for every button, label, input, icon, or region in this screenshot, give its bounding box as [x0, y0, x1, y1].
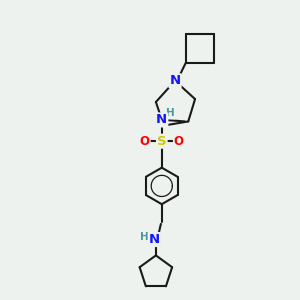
- Text: O: O: [174, 135, 184, 148]
- Text: H: H: [166, 109, 174, 118]
- Text: O: O: [140, 135, 150, 148]
- Text: N: N: [169, 74, 181, 87]
- Text: N: N: [156, 113, 167, 127]
- Text: H: H: [140, 232, 149, 242]
- Text: S: S: [157, 135, 166, 148]
- Text: N: N: [149, 233, 160, 246]
